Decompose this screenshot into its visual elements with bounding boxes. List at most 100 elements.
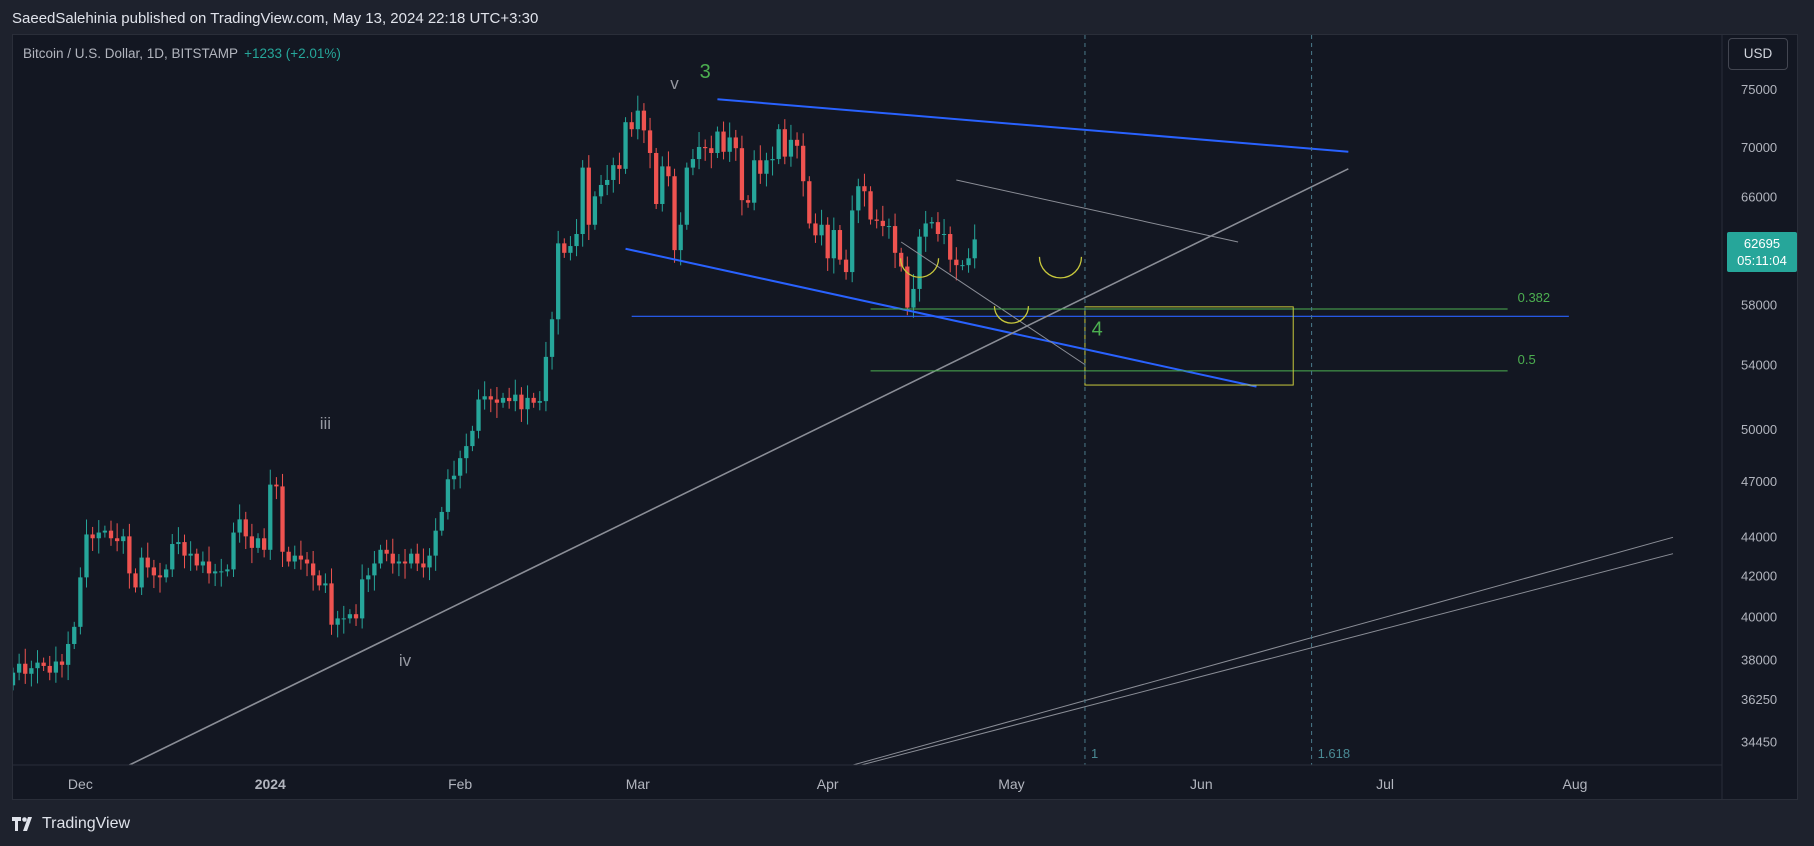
candle-body [145, 557, 150, 568]
tradingview-logo-icon [12, 817, 32, 831]
candle-body [347, 614, 353, 619]
fib-level-label: 0.382 [1518, 290, 1551, 305]
candle-body [170, 544, 175, 570]
x-tick-label: Jun [1190, 776, 1213, 792]
candle-body [880, 220, 885, 227]
chart-frame [12, 34, 1798, 800]
candle-body [966, 258, 971, 266]
candle-body [366, 575, 371, 580]
candle-body [519, 394, 524, 410]
candle-body [108, 530, 114, 539]
candle-body [78, 577, 83, 627]
candle-body [537, 401, 542, 403]
candle-body [617, 165, 622, 169]
candle-body [488, 396, 493, 400]
y-tick-label: 36250 [1741, 692, 1777, 707]
candle-body [311, 563, 316, 576]
candle-body [629, 122, 634, 130]
candle-body [323, 583, 328, 586]
symbol-legend: Bitcoin / U.S. Dollar, 1D, BITSTAMP +1233… [23, 46, 341, 61]
candle-body [378, 549, 383, 564]
upper-resistance-line [717, 98, 1349, 153]
candle-body [445, 479, 451, 512]
candle-body [286, 551, 291, 562]
x-tick-label: Feb [448, 776, 472, 792]
candle-body [598, 184, 604, 197]
left-shoulder-arc [899, 258, 940, 278]
candle-body [776, 129, 781, 160]
candle-body [206, 561, 212, 574]
candle-body [409, 553, 414, 564]
candle-body [831, 230, 836, 259]
symbol-title: Bitcoin / U.S. Dollar, 1D, BITSTAMP [23, 46, 239, 61]
wave4-target-zone [1084, 306, 1294, 386]
candle-body [684, 167, 689, 225]
candle-body [721, 131, 726, 152]
bar-countdown: 05:11:04 [1737, 253, 1787, 268]
candle-body [507, 397, 512, 402]
fib-level-label: 0.5 [1518, 352, 1536, 367]
y-tick-label: 70000 [1741, 140, 1777, 155]
y-tick-label: 75000 [1741, 82, 1777, 97]
plot-area [13, 35, 1674, 765]
candle-body [114, 538, 120, 542]
candle-body [641, 110, 647, 131]
candle-body [727, 137, 732, 152]
publisher-bar: SaeedSalehinia published on TradingView.… [0, 0, 1814, 34]
triangle-lower-line [900, 241, 1086, 366]
candle-body [16, 663, 22, 673]
tradingview-brand[interactable]: TradingView [12, 815, 130, 833]
candle-body [948, 234, 953, 260]
candle-body [182, 542, 187, 556]
candle-body [163, 569, 169, 578]
wave-label: 3 [700, 61, 711, 83]
y-tick-label: 54000 [1741, 358, 1777, 373]
candle-body [801, 145, 806, 182]
candle-body [402, 561, 408, 564]
candle-body [574, 234, 579, 247]
head-arc [993, 306, 1030, 324]
candle-body [237, 519, 242, 533]
candle-body [531, 397, 536, 403]
candle-body [249, 536, 255, 548]
candle-body [513, 394, 518, 402]
candle-body [770, 159, 775, 161]
candle-body [654, 152, 659, 204]
candle-body [47, 665, 52, 673]
brand-name: TradingView [42, 815, 131, 832]
candle-body [868, 191, 873, 220]
y-tick-label: 47000 [1741, 474, 1777, 489]
wave-label: iii [320, 414, 331, 433]
candle-body [941, 234, 947, 236]
candle-body [261, 538, 267, 550]
candle-body [556, 243, 561, 320]
candle-body [923, 223, 928, 237]
x-tick-label: May [998, 776, 1024, 792]
candle-body [292, 555, 297, 562]
candle-body [666, 166, 671, 177]
candle-body [268, 484, 273, 550]
currency-button[interactable]: USD [1728, 38, 1788, 70]
candle-body [53, 661, 59, 673]
candle-body [317, 575, 322, 586]
right-shoulder-arc [1038, 256, 1083, 279]
candle-body [733, 137, 738, 149]
candle-body [586, 167, 591, 225]
candle-body [372, 563, 377, 576]
candle-body [580, 167, 585, 235]
candle-body [335, 618, 340, 625]
candle-body [127, 536, 132, 574]
y-tick-label: 34450 [1741, 735, 1777, 750]
candle-body [188, 553, 193, 556]
candle-body [396, 561, 402, 564]
candle-body [59, 661, 65, 665]
candle-body [843, 259, 849, 273]
candle-body [794, 139, 800, 146]
candle-body [788, 139, 794, 157]
last-price-value: 62695 [1743, 236, 1781, 251]
candle-body [102, 530, 108, 533]
wave-label: iv [399, 651, 412, 670]
candle-body [451, 475, 457, 480]
candle-body [390, 553, 395, 564]
